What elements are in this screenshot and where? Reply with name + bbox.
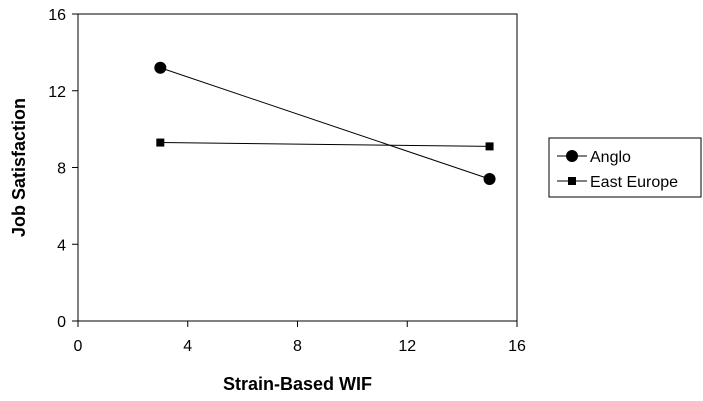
data-point-east-europe [156,139,164,147]
x-tick-label: 12 [398,338,416,355]
y-tick-label: 0 [57,314,66,331]
data-point-east-europe [486,142,494,150]
x-axis-title: Strain-Based WIF [223,374,372,394]
legend-marker-east-europe [568,177,576,185]
x-tick-label: 0 [74,338,83,355]
legend: Anglo East Europe [549,138,701,197]
data-point-anglo [154,62,166,74]
y-tick-label: 8 [57,161,66,178]
y-tick-label: 4 [57,237,66,254]
series-line-anglo [160,68,489,179]
series-layer [154,62,495,185]
legend-label-anglo: Anglo [590,149,631,166]
y-tick-label: 12 [48,84,66,101]
series-line-east-europe [160,143,489,147]
plot-frame [78,14,517,321]
x-tick-label: 8 [293,338,302,355]
axes: 0 4 8 12 16 0 4 8 12 16 [48,7,526,355]
y-axis-title: Job Satisfaction [9,98,29,237]
data-point-anglo [484,173,496,185]
legend-label-east-europe: East Europe [590,174,678,191]
x-tick-label: 4 [183,338,192,355]
y-tick-label: 16 [48,7,66,24]
legend-marker-anglo [566,150,578,162]
x-tick-label: 16 [508,338,526,355]
